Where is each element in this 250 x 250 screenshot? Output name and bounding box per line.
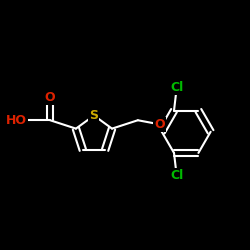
Text: O: O [154,118,165,131]
Text: Cl: Cl [170,81,183,94]
Text: HO: HO [6,114,27,127]
Text: Cl: Cl [170,170,183,182]
Text: O: O [45,91,56,104]
Text: S: S [90,109,98,122]
